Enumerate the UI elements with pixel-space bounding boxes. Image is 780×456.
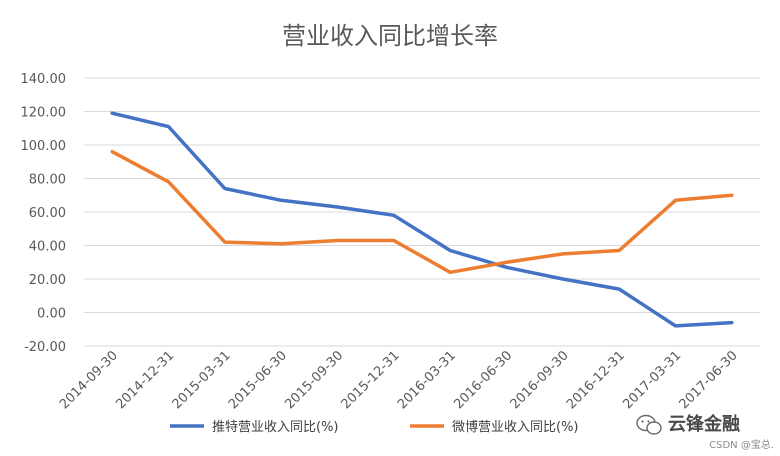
series-line-0 [110,111,734,328]
series-lines [110,111,734,328]
y-tick-label: -20.00 [24,340,66,355]
x-tick-label: 2017-06-30 [677,348,741,412]
x-tick-label: 2016-06-30 [451,348,515,412]
x-tick-label: 2015-06-30 [226,348,290,412]
x-axis-ticks: 2014-09-302014-12-312015-03-312015-06-30… [57,348,741,412]
x-tick-label: 2016-09-30 [508,348,572,412]
series-line-1 [110,149,734,275]
x-tick-label: 2014-09-30 [57,348,121,412]
y-axis-ticks: -20.00 0.00 20.00 40.00 60.00 80.00 100.00 120.… [21,72,67,355]
legend-label-0: 推特营业收入同比(%) [212,420,339,435]
x-tick-label: 2016-03-31 [395,348,459,412]
chart-title: 营业收入同比增长率 [282,22,498,50]
x-tick-label: 2015-12-31 [339,348,403,412]
x-tick-label: 2016-12-31 [564,348,628,412]
y-tick-label: 0.00 [37,307,66,322]
watermark-source: CSDN @宝总. [709,438,774,451]
watermark-logo-text: 云锋金融 [668,413,740,435]
grid-lines [84,77,760,347]
y-tick-label: 120.00 [21,106,67,121]
watermark: 云锋金融 CSDN @宝总. [636,413,774,451]
x-tick-label: 2015-09-30 [282,348,346,412]
wechat-icon [636,414,662,435]
x-tick-label: 2017-03-31 [620,348,684,412]
x-tick-label: 2015-03-31 [170,348,234,412]
y-tick-label: 40.00 [29,240,66,255]
x-tick-label: 2014-12-31 [113,348,177,412]
legend: 推特营业收入同比(%) 微博营业收入同比(%) [170,420,579,435]
y-tick-label: 20.00 [29,273,66,288]
legend-label-1: 微博营业收入同比(%) [452,420,579,435]
y-tick-label: 80.00 [29,173,66,188]
y-tick-label: 140.00 [21,72,67,87]
y-tick-label: 60.00 [29,206,66,221]
y-tick-label: 100.00 [21,139,67,154]
